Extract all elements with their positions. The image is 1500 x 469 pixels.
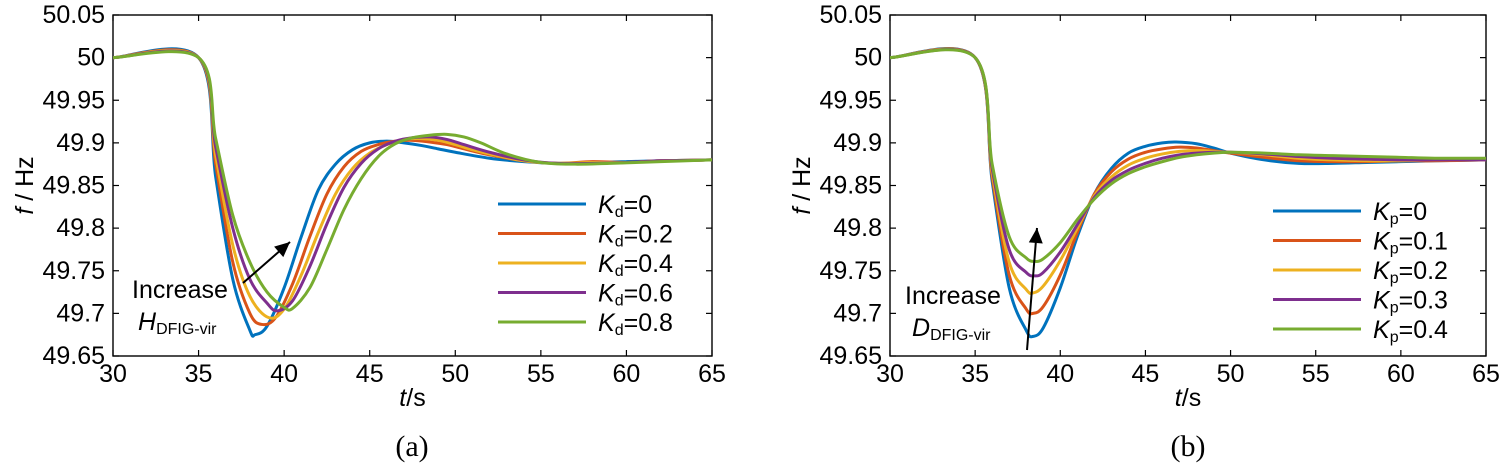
x-tick-label: 55 bbox=[1302, 360, 1330, 388]
legend-label: Kp=0 bbox=[1373, 198, 1427, 228]
x-axis-label: t/s bbox=[1175, 384, 1201, 412]
panel-caption: (a) bbox=[395, 430, 428, 463]
y-tick-label: 49.8 bbox=[833, 214, 882, 242]
y-tick-label: 49.75 bbox=[819, 257, 882, 285]
annotation-text: Increase bbox=[132, 276, 228, 304]
x-tick-label: 50 bbox=[1217, 360, 1245, 388]
annotation-symbol: DDFIG-vir bbox=[912, 314, 991, 344]
y-tick-label: 49.7 bbox=[833, 299, 882, 327]
x-tick-label: 60 bbox=[1387, 360, 1415, 388]
series-line-3 bbox=[889, 47, 1486, 278]
y-tick-label: 49.9 bbox=[56, 129, 105, 157]
legend-label: Kd=0.2 bbox=[598, 221, 673, 251]
y-tick-label: 49.95 bbox=[42, 86, 105, 114]
y-tick-label: 50.05 bbox=[819, 1, 882, 29]
x-tick-label: 55 bbox=[527, 360, 555, 388]
legend-label: Kd=0.4 bbox=[598, 250, 673, 280]
y-tick-label: 49.95 bbox=[819, 86, 882, 114]
series-line-4 bbox=[889, 48, 1487, 263]
y-tick-label: 49.85 bbox=[819, 172, 882, 200]
y-tick-label: 49.75 bbox=[42, 257, 105, 285]
y-tick-label: 49.8 bbox=[56, 214, 105, 242]
y-tick-label: 49.65 bbox=[819, 342, 882, 370]
x-tick-label: 65 bbox=[1472, 360, 1500, 388]
y-tick-label: 49.85 bbox=[42, 172, 105, 200]
legend-label: Kd=0 bbox=[598, 191, 652, 221]
arrow-head-icon bbox=[1028, 228, 1043, 244]
x-tick-label: 35 bbox=[961, 360, 989, 388]
chart-panel-a: 30 35 40 45 50 55 60 65 50.05 50 49.95 49.9 49.85 49.… bbox=[11, 1, 726, 463]
y-axis-label: f / Hz bbox=[788, 156, 816, 214]
x-tick-label: 40 bbox=[270, 360, 298, 388]
legend-label: Kp=0.4 bbox=[1373, 316, 1448, 346]
y-tick-label: 50.05 bbox=[42, 1, 105, 29]
y-tick-label: 49.65 bbox=[42, 342, 105, 370]
legend: Kd=0Kd=0.2Kd=0.4Kd=0.6Kd=0.8 bbox=[498, 191, 673, 339]
x-tick-label: 40 bbox=[1046, 360, 1074, 388]
legend-label: Kp=0.3 bbox=[1373, 287, 1448, 317]
annotation-symbol: HDFIG-vir bbox=[138, 308, 217, 338]
x-tick-label: 50 bbox=[441, 360, 469, 388]
y-tick-label: 49.9 bbox=[833, 129, 882, 157]
x-tick-label: 35 bbox=[185, 360, 213, 388]
legend-label: Kd=0.8 bbox=[598, 309, 673, 339]
y-axis-label: f / Hz bbox=[11, 156, 39, 214]
y-tick-label: 50 bbox=[854, 44, 882, 72]
annotation-text: Increase bbox=[905, 282, 1001, 310]
x-tick-label: 65 bbox=[698, 360, 726, 388]
x-tick-label: 30 bbox=[99, 360, 127, 388]
legend-label: Kd=0.6 bbox=[598, 280, 673, 310]
x-tick-label: 45 bbox=[356, 360, 384, 388]
series-line-4 bbox=[112, 50, 713, 312]
series-line-0 bbox=[889, 47, 1487, 339]
panel-caption: (b) bbox=[1171, 430, 1206, 463]
legend-label: Kp=0.1 bbox=[1373, 228, 1448, 258]
series-line-1 bbox=[889, 47, 1487, 316]
legend: Kp=0Kp=0.1Kp=0.2Kp=0.3Kp=0.4 bbox=[1273, 198, 1448, 346]
x-tick-label: 45 bbox=[1132, 360, 1160, 388]
x-tick-label: 60 bbox=[613, 360, 641, 388]
annotation-arrow bbox=[1026, 227, 1038, 351]
arrow-head-icon bbox=[274, 242, 290, 258]
y-tick-label: 49.7 bbox=[56, 299, 105, 327]
chart-panel-b: 30 35 40 45 50 55 60 65 50.05 50 49.95 49.9 49.85 49.… bbox=[788, 1, 1500, 463]
x-axis-label: t/s bbox=[399, 384, 425, 412]
y-tick-label: 50 bbox=[77, 44, 105, 72]
legend-label: Kp=0.2 bbox=[1373, 257, 1448, 287]
x-tick-label: 30 bbox=[876, 360, 904, 388]
series-line-2 bbox=[889, 47, 1487, 295]
